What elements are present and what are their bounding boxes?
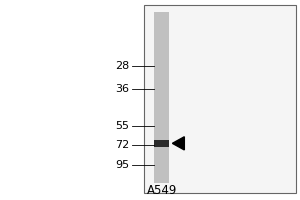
Text: 95: 95	[115, 160, 129, 170]
Text: 28: 28	[115, 61, 129, 71]
Text: 36: 36	[115, 84, 129, 94]
Text: 72: 72	[115, 140, 129, 150]
FancyBboxPatch shape	[144, 5, 296, 193]
Text: 55: 55	[115, 121, 129, 131]
Bar	[154, 12, 169, 183]
Text: A549: A549	[147, 184, 177, 197]
Bar	[154, 140, 169, 147]
Polygon shape	[172, 137, 184, 150]
